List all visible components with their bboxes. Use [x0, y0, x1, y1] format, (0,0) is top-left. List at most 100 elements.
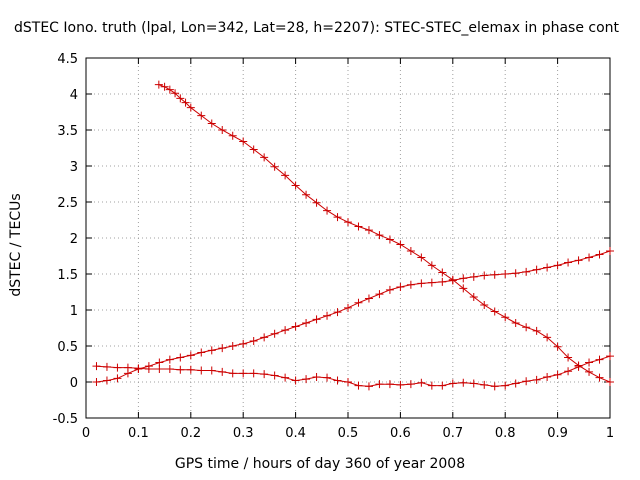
x-tick-label: 0.3 [233, 426, 254, 441]
data-point-marker [595, 250, 604, 259]
data-point-marker [480, 300, 489, 309]
series-2 [92, 246, 614, 386]
data-point-marker [291, 376, 300, 385]
data-point-marker [181, 98, 190, 107]
data-point-marker [501, 270, 510, 278]
data-point-marker [207, 346, 216, 355]
series-group [92, 80, 614, 391]
data-point-marker [417, 279, 426, 288]
data-point-marker [344, 303, 352, 312]
data-point-marker [490, 270, 499, 279]
data-point-marker [302, 375, 311, 384]
data-point-marker [249, 336, 258, 345]
data-point-marker [459, 274, 468, 283]
y-tick-label: 3 [70, 160, 78, 175]
data-point-marker [165, 85, 174, 94]
data-point-marker [354, 298, 363, 307]
data-point-marker [585, 253, 594, 262]
data-point-marker [270, 329, 279, 338]
data-point-marker [385, 380, 394, 389]
data-point-marker [438, 277, 447, 286]
y-tick-label: 4 [70, 88, 78, 103]
data-point-marker [270, 162, 279, 171]
data-point-marker [239, 369, 248, 378]
data-point-marker [595, 373, 604, 382]
data-point-marker [438, 381, 447, 390]
x-tick-label: 0.1 [128, 426, 149, 441]
data-point-marker [218, 126, 227, 134]
data-point-marker [543, 333, 552, 342]
data-point-marker [197, 111, 206, 120]
data-point-marker [543, 372, 552, 381]
x-tick-label: 0.6 [390, 426, 411, 441]
data-point-marker [375, 380, 384, 389]
series-line [158, 84, 611, 383]
data-point-marker [364, 226, 373, 235]
y-tick-label: 3.5 [57, 124, 78, 139]
data-point-marker [396, 240, 405, 249]
data-point-marker [154, 80, 163, 89]
data-point-marker [532, 326, 541, 335]
data-point-marker [511, 379, 520, 388]
data-point-marker [281, 373, 290, 382]
data-point-marker [312, 315, 321, 324]
data-point-marker [281, 326, 290, 335]
data-point-marker [165, 365, 174, 374]
data-point-marker [606, 246, 614, 255]
data-point-marker [113, 374, 122, 383]
x-axis-label: GPS time / hours of day 360 of year 2008 [174, 456, 466, 472]
data-point-marker [417, 378, 426, 387]
data-point-marker [176, 94, 185, 103]
data-point-marker [564, 258, 573, 267]
data-point-marker [553, 370, 562, 379]
data-point-marker [260, 153, 269, 162]
data-point-marker [574, 362, 583, 371]
data-point-marker [396, 282, 405, 291]
data-point-marker [239, 137, 248, 146]
chart-title: dSTEC Iono. truth (lpal, Lon=342, Lat=28… [14, 20, 620, 36]
data-point-marker [228, 369, 237, 378]
data-point-marker [606, 378, 614, 386]
data-point-marker [469, 272, 478, 281]
data-point-marker [302, 318, 311, 327]
data-point-marker [312, 372, 321, 381]
data-point-marker [406, 246, 415, 255]
data-point-marker [459, 284, 468, 293]
data-point-marker [228, 131, 237, 140]
data-point-marker [553, 261, 562, 270]
data-point-marker [197, 366, 206, 375]
data-point-marker [344, 378, 352, 386]
data-point-marker [385, 235, 394, 244]
data-point-marker [323, 206, 332, 215]
data-point-marker [406, 380, 415, 389]
y-tick-label: 2 [70, 232, 78, 247]
series-line [96, 355, 611, 387]
y-tick-label: 0 [70, 376, 78, 391]
data-point-marker [522, 377, 531, 386]
data-point-marker [532, 265, 541, 274]
data-point-marker [448, 379, 457, 388]
data-point-marker [239, 339, 248, 348]
data-point-marker [417, 253, 426, 262]
data-point-marker [585, 367, 594, 376]
series-3 [92, 352, 614, 391]
data-point-marker [438, 268, 447, 277]
data-point-marker [92, 378, 101, 386]
data-point-marker [574, 256, 583, 265]
axis-ticks: 0 0.1 0.2 0.3 0.4 0.5 0.6 0.7 0.8 0.9 1 -0.5 0 0.5 1 1.… [53, 52, 615, 441]
data-point-marker [218, 367, 227, 376]
data-point-marker [501, 381, 510, 390]
data-point-marker [427, 261, 436, 270]
data-point-marker [207, 366, 216, 375]
data-point-marker [543, 263, 552, 272]
data-point-marker [344, 218, 352, 227]
data-point-marker [102, 362, 111, 371]
data-point-marker [270, 371, 279, 380]
data-point-marker [171, 89, 180, 98]
x-tick-label: 0.2 [180, 426, 201, 441]
data-point-marker [228, 342, 237, 350]
data-point-marker [606, 352, 614, 361]
data-point-marker [501, 313, 510, 322]
data-point-marker [375, 290, 384, 299]
